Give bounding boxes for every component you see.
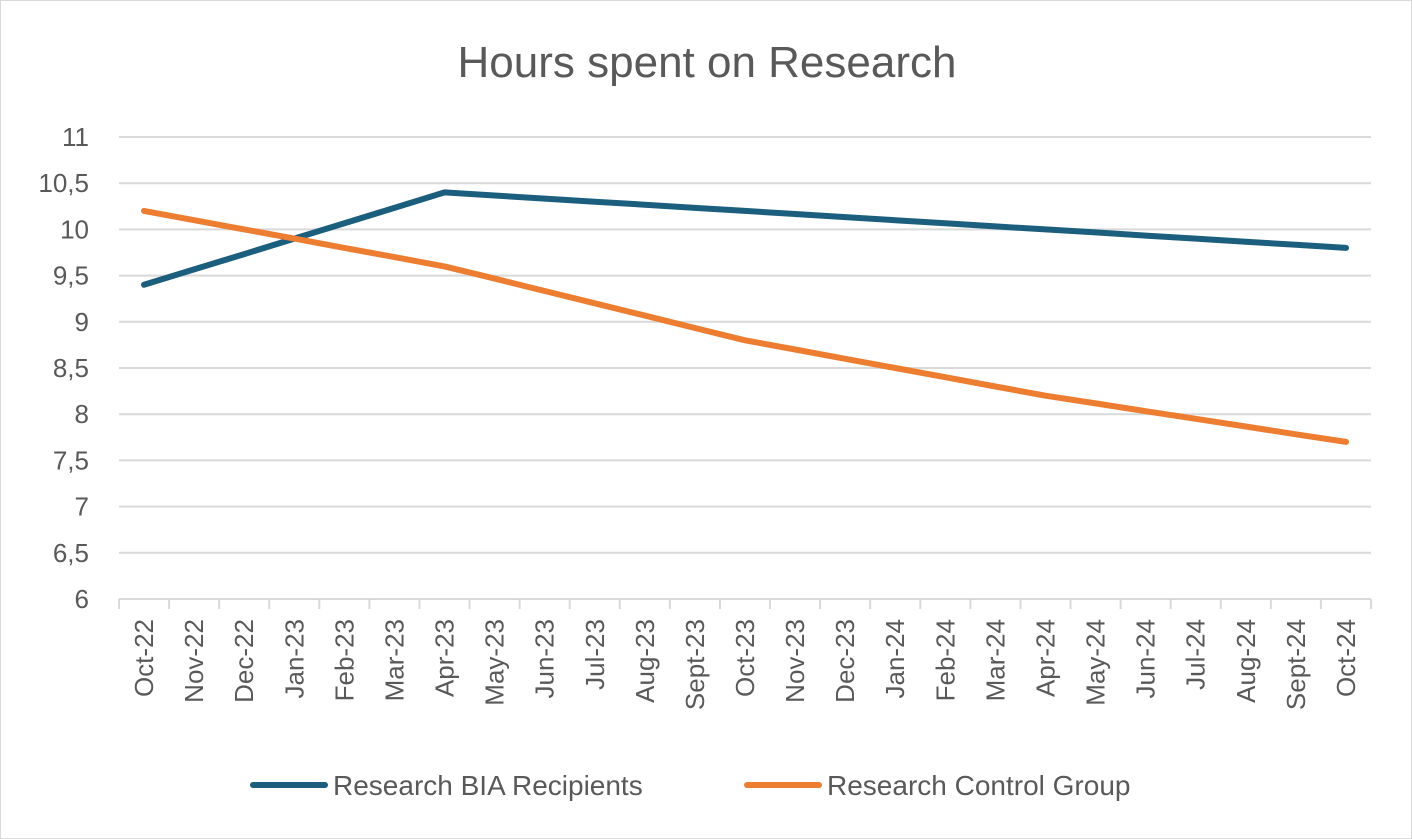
x-tick-label: Aug-23 xyxy=(630,619,660,703)
legend-label: Research Control Group xyxy=(827,770,1130,801)
x-tick-label: Sept-23 xyxy=(680,619,710,710)
y-tick-label: 9 xyxy=(75,307,89,337)
y-tick-label: 9,5 xyxy=(53,261,89,291)
y-axis-ticks: 6 6,5 7 7,5 8 8,5 9 9,5 10 10,5 11 xyxy=(38,122,89,614)
legend-label: Research BIA Recipients xyxy=(333,770,643,801)
x-tick-label: Oct-23 xyxy=(730,619,760,697)
x-tick-label: Sept-24 xyxy=(1281,619,1311,710)
x-tick-label: Nov-23 xyxy=(780,619,810,703)
x-tick-label: Jun-24 xyxy=(1131,619,1161,699)
x-axis xyxy=(118,598,1372,609)
series-line xyxy=(141,189,1349,288)
x-tick-label: Dec-22 xyxy=(229,619,259,703)
y-tick-label: 6,5 xyxy=(53,538,89,568)
y-tick-label: 8 xyxy=(75,399,89,429)
y-tick-label: 8,5 xyxy=(53,353,89,383)
chart-title: Hours spent on Research xyxy=(458,38,957,87)
y-tick-label: 10,5 xyxy=(38,168,89,198)
x-tick-label: May-24 xyxy=(1081,619,1111,706)
series-lines xyxy=(141,189,1349,445)
x-tick-label: Dec-23 xyxy=(830,619,860,703)
x-tick-label: Apr-23 xyxy=(430,619,460,697)
x-tick-label: Jan-23 xyxy=(279,619,309,699)
x-tick-label: Apr-24 xyxy=(1030,619,1060,697)
x-tick-label: Oct-22 xyxy=(129,619,159,697)
y-tick-label: 7,5 xyxy=(53,445,89,475)
x-tick-label: Jan-24 xyxy=(880,619,910,699)
x-tick-label: Feb-24 xyxy=(930,619,960,701)
y-tick-label: 11 xyxy=(62,122,89,152)
x-tick-label: Mar-24 xyxy=(980,619,1010,701)
x-tick-label: Oct-24 xyxy=(1331,619,1361,697)
x-tick-label: Jul-24 xyxy=(1181,619,1211,690)
gridlines xyxy=(119,136,1371,554)
x-tick-label: Aug-24 xyxy=(1231,619,1261,703)
y-tick-label: 7 xyxy=(75,492,89,522)
x-tick-label: Mar-23 xyxy=(379,619,409,701)
x-tick-label: May-23 xyxy=(480,619,510,706)
x-axis-ticks: Oct-22 Nov-22 Dec-22 Jan-23 Feb-23 Mar-23 Apr-… xyxy=(129,619,1361,710)
series-line xyxy=(141,207,1349,445)
x-tick-label: Nov-22 xyxy=(179,619,209,703)
x-tick-label: Jun-23 xyxy=(530,619,560,699)
x-tick-label: Feb-23 xyxy=(329,619,359,701)
y-tick-label: 6 xyxy=(75,584,89,614)
y-tick-label: 10 xyxy=(60,214,89,244)
x-tick-label: Jul-23 xyxy=(580,619,610,690)
legend: Research BIA Recipients Research Control … xyxy=(250,770,1130,801)
